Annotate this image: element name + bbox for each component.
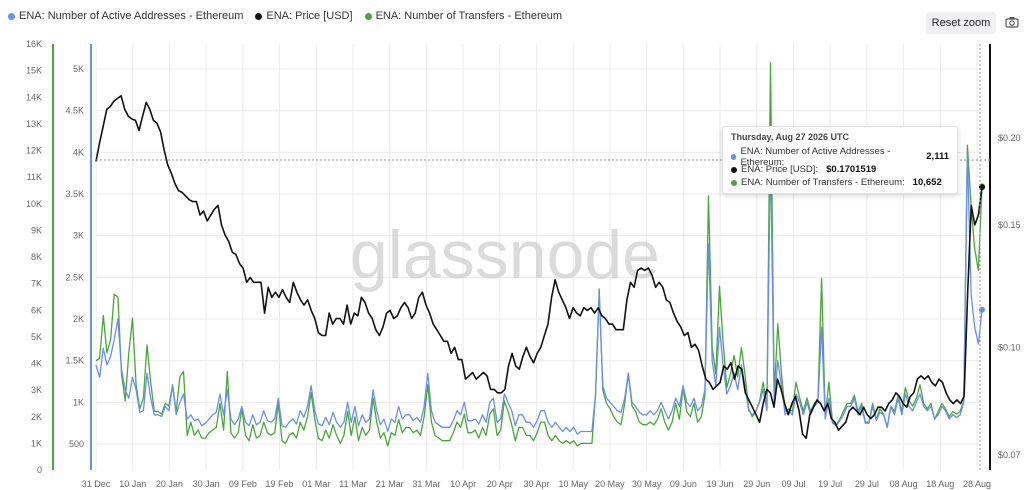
x-tick-label: 19 Jul — [818, 479, 842, 489]
x-tick-label: 30 Apr — [523, 479, 549, 489]
camera-icon[interactable] — [1004, 14, 1020, 30]
chart-legend: ENA: Number of Active Addresses - Ethere… — [8, 10, 562, 22]
y-tick-addresses: 4K — [73, 147, 84, 157]
y-axis-transfers: 0 1K 2K 3K 4K 5K 6K 7K 8K 9K 10K 11K 12K 13K 14K 15K 16K — [26, 39, 54, 475]
y-tick-transfers: 6K — [31, 305, 42, 315]
x-tick-label: 01 Mar — [302, 479, 330, 489]
x-tick-label: 20 Jan — [156, 479, 183, 489]
y-tick-transfers: 12K — [26, 146, 42, 156]
tooltip-dot-active-addresses — [731, 153, 737, 160]
y-tick-addresses: 500 — [69, 439, 84, 449]
legend-item-transfers[interactable]: ENA: Number of Transfers - Ethereum — [364, 10, 563, 22]
x-tick-label: 18 Aug — [926, 479, 954, 489]
y-tick-transfers: 2K — [31, 412, 42, 422]
tooltip-value-active-addresses: 2,111 — [926, 151, 949, 162]
tooltip-dot-transfers — [731, 179, 737, 186]
watermark: glassnode — [350, 217, 660, 293]
x-tick-label: 29 Jul — [855, 479, 879, 489]
x-tick-label: 08 Aug — [890, 479, 918, 489]
tooltip-value-price: $0.1701519 — [826, 164, 877, 175]
y-tick-price: $0.07 — [998, 450, 1021, 460]
x-tick-label: 19 Jun — [707, 479, 734, 489]
series-lines — [95, 61, 985, 447]
x-tick-label: 21 Mar — [376, 479, 404, 489]
x-tick-label: 20 May — [595, 479, 625, 489]
y-tick-addresses: 2K — [73, 314, 84, 324]
y-tick-transfers: 9K — [31, 225, 42, 235]
tooltip-row-transfers: ENA: Number of Transfers - Ethereum: 10,… — [731, 176, 949, 189]
y-tick-addresses: 3K — [73, 231, 84, 241]
tooltip: Thursday, Aug 27 2026 UTC ENA: Number of… — [722, 126, 958, 194]
legend-label-transfers: ENA: Number of Transfers - Ethereum — [375, 10, 563, 22]
tooltip-dot-price — [731, 166, 737, 173]
legend-dot-price — [255, 12, 263, 20]
x-tick-label: 20 Apr — [487, 479, 513, 489]
y-tick-transfers: 3K — [31, 385, 42, 395]
legend-item-active-addresses[interactable]: ENA: Number of Active Addresses - Ethere… — [8, 10, 243, 22]
y-tick-addresses: 5K — [73, 64, 84, 74]
x-tick-label: 31 Dec — [82, 479, 111, 489]
tooltip-label-price: ENA: Price [USD]: — [741, 164, 819, 175]
x-axis: 31 Dec 10 Jan 20 Jan 30 Jan 09 Feb 19 Feb 01 M… — [82, 479, 991, 489]
x-tick-label: 10 Apr — [450, 479, 476, 489]
reset-zoom-button[interactable]: Reset zoom — [926, 12, 996, 34]
tooltip-value-transfers: 10,652 — [912, 177, 942, 188]
y-tick-price: $0.10 — [998, 342, 1021, 352]
y-tick-transfers: 8K — [31, 252, 42, 262]
y-axis-addresses: 500 1K 1.5K 2K 2.5K 3K 3.5K 4K 4.5K 5K — [65, 44, 92, 470]
legend-dot-active-addresses — [8, 12, 15, 20]
x-tick-label: 09 Jul — [781, 479, 805, 489]
y-tick-transfers: 16K — [26, 39, 42, 49]
y-tick-price: $0.15 — [998, 220, 1021, 230]
x-tick-label: 30 Jan — [193, 479, 220, 489]
y-tick-transfers: 7K — [31, 279, 42, 289]
legend-dot-transfers — [364, 12, 372, 20]
tooltip-label-transfers: ENA: Number of Transfers - Ethereum: — [741, 177, 905, 188]
y-tick-transfers: 10K — [26, 199, 42, 209]
y-tick-transfers: 13K — [26, 119, 42, 129]
tooltip-label-active-addresses: ENA: Number of Active Addresses - Ethere… — [740, 145, 891, 168]
y-tick-addresses: 2.5K — [65, 272, 84, 282]
x-tick-label: 10 May — [558, 479, 588, 489]
y-tick-transfers: 15K — [26, 66, 42, 76]
x-tick-label: 11 Mar — [339, 479, 366, 489]
y-tick-price: $0.20 — [998, 133, 1021, 143]
tooltip-date: Thursday, Aug 27 2026 UTC — [731, 132, 850, 142]
legend-item-price[interactable]: ENA: Price [USD] — [255, 10, 353, 22]
x-tick-label: 09 Jun — [670, 479, 697, 489]
x-tick-label: 31 Mar — [412, 479, 440, 489]
y-tick-addresses: 1K — [73, 397, 84, 407]
y-tick-transfers: 1K — [31, 438, 42, 448]
series-line — [95, 151, 983, 435]
y-tick-addresses: 1.5K — [65, 356, 84, 366]
x-tick-label: 28 Aug — [963, 479, 991, 489]
y-tick-addresses: 3.5K — [65, 189, 84, 199]
series-line — [95, 95, 983, 440]
x-tick-label: 29 Jun — [743, 479, 770, 489]
x-tick-label: 19 Feb — [266, 479, 294, 489]
grid-lines — [95, 44, 982, 470]
legend-label-price: ENA: Price [USD] — [266, 10, 353, 22]
y-tick-transfers: 0 — [37, 465, 42, 475]
y-tick-transfers: 5K — [31, 332, 42, 342]
tooltip-row-active-addresses: ENA: Number of Active Addresses - Ethere… — [731, 146, 949, 168]
x-tick-label: 09 Feb — [229, 479, 257, 489]
y-tick-addresses: 4.5K — [65, 106, 84, 116]
y-tick-transfers: 14K — [26, 92, 42, 102]
x-tick-label: 10 Jan — [119, 479, 146, 489]
legend-label-active-addresses: ENA: Number of Active Addresses - Ethere… — [19, 10, 244, 22]
series-line — [95, 61, 983, 447]
y-tick-transfers: 4K — [31, 359, 42, 369]
tooltip-row-price: ENA: Price [USD]: $0.1701519 — [731, 163, 949, 176]
y-axis-price: $0.07 $0.10 $0.15 $0.20 — [989, 44, 1021, 470]
x-tick-label: 30 May — [632, 479, 662, 489]
y-tick-transfers: 11K — [27, 172, 42, 182]
